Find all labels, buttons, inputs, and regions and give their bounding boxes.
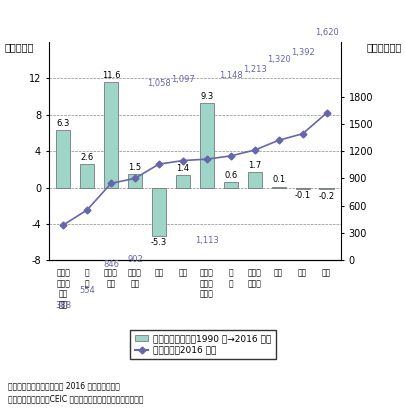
Text: -0.2: -0.2 [318,192,334,201]
Bar [175,175,190,188]
Text: 6.3: 6.3 [56,119,70,128]
Legend: 被雇用者数増減（1990 年→2016 年）, 賃金水準（2016 年）: 被雇用者数増減（1990 年→2016 年）, 賃金水準（2016 年） [130,330,275,359]
Text: 1,392: 1,392 [290,48,314,58]
Text: 11.6: 11.6 [102,71,120,80]
Text: 846: 846 [103,260,119,269]
Text: 0.6: 0.6 [224,171,237,180]
Text: 1,113: 1,113 [194,236,218,244]
Text: -5.3: -5.3 [150,238,166,247]
Text: 小
売: 小 売 [85,269,89,288]
Text: 554: 554 [79,286,95,295]
Text: 輸送・
倉庫: 輸送・ 倉庫 [128,269,142,288]
Text: -0.1: -0.1 [294,191,310,200]
Text: 1.5: 1.5 [128,163,141,172]
Bar [271,186,285,188]
Text: （ドル／週）: （ドル／週） [366,42,401,52]
Bar [80,164,94,188]
Bar [56,130,70,188]
Text: 金融・
不動産: 金融・ 不動産 [247,269,261,288]
Text: 資料：米国労働省、CEIC データベースから経済産業省作成。: 資料：米国労働省、CEIC データベースから経済産業省作成。 [8,394,143,403]
Text: 1.7: 1.7 [247,161,261,170]
Bar [295,188,309,189]
Text: 0.1: 0.1 [271,176,285,184]
Text: 2.6: 2.6 [80,152,94,162]
Text: 専門・
業務サ
ービス: 専門・ 業務サ ービス [199,269,213,299]
Text: 1,620: 1,620 [314,28,338,37]
Bar [128,174,142,188]
Text: 製造: 製造 [154,269,163,278]
Text: 9.3: 9.3 [200,92,213,101]
Text: 1,097: 1,097 [171,75,194,84]
Text: 1,213: 1,213 [242,65,266,73]
Text: 1,320: 1,320 [266,55,290,64]
Text: 備考：季節調整値。賃金は 2016 年の平均賃金。: 備考：季節調整値。賃金は 2016 年の平均賃金。 [8,381,120,391]
Bar [223,182,237,188]
Bar [319,188,333,189]
Text: 1,058: 1,058 [147,79,171,88]
Bar [247,172,261,188]
Text: （百万人）: （百万人） [4,42,33,52]
Text: 388: 388 [55,302,71,310]
Text: 情報: 情報 [273,269,283,278]
Text: 卸
売: 卸 売 [228,269,232,288]
Bar [104,82,118,188]
Bar [151,188,166,236]
Text: 教育・
健康: 教育・ 健康 [104,269,118,288]
Text: 902: 902 [127,255,143,264]
Text: 娯楽・
ホスピ
タリ
ティ: 娯楽・ ホスピ タリ ティ [56,269,70,309]
Text: 建設: 建設 [178,269,187,278]
Text: 1,148: 1,148 [218,71,242,79]
Text: 1.4: 1.4 [176,163,189,173]
Bar [199,103,213,188]
Text: 鉱業: 鉱業 [297,269,307,278]
Text: 公益: 公益 [321,269,330,278]
